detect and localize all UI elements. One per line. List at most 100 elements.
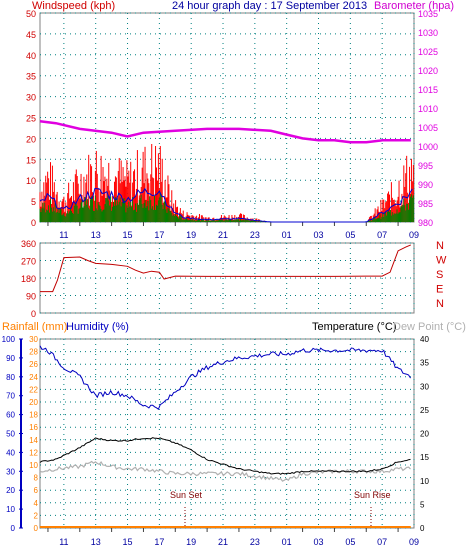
direction-tick-label: 90 bbox=[26, 292, 36, 302]
compass-label: S bbox=[436, 269, 443, 281]
x-tick-label: 11 bbox=[59, 230, 68, 240]
x-tick-label: 05 bbox=[345, 230, 355, 240]
rainfall-tick-label: 28 bbox=[29, 348, 38, 357]
x-tick-label: 01 bbox=[282, 230, 292, 240]
windspeed-tick-label: 50 bbox=[26, 9, 36, 19]
windspeed-tick-label: 0 bbox=[31, 218, 36, 228]
barometer-tick-label: 985 bbox=[418, 199, 433, 209]
x-tick-label: 03 bbox=[314, 230, 324, 240]
windspeed-axis-title: Windspeed (kph) bbox=[32, 0, 115, 12]
humidity-line bbox=[39, 345, 411, 410]
compass-label: N bbox=[436, 298, 444, 310]
rainfall-tick-label: 2 bbox=[34, 511, 39, 520]
temperature-line bbox=[39, 437, 411, 475]
rainfall-axis-title: Rainfall (mm) bbox=[2, 321, 67, 333]
lower-x-tick-label: 05 bbox=[345, 537, 355, 547]
barometer-tick-label: 1025 bbox=[418, 47, 438, 57]
humidity-tick-label: 20 bbox=[6, 486, 15, 495]
axis-layer: 0510152025303540455098098599099510001005… bbox=[2, 9, 447, 547]
direction-tick-label: 0 bbox=[31, 309, 36, 319]
rainfall-tick-label: 12 bbox=[29, 448, 38, 457]
windspeed-tick-label: 30 bbox=[26, 93, 36, 103]
temperature-tick-label: 25 bbox=[420, 406, 429, 415]
x-tick-label: 19 bbox=[186, 230, 196, 240]
windspeed-tick-label: 40 bbox=[26, 51, 36, 61]
rainfall-tick-label: 16 bbox=[29, 423, 38, 432]
x-tick-label: 23 bbox=[250, 230, 260, 240]
temperature-tick-label: 35 bbox=[420, 359, 429, 368]
humidity-tick-label: 100 bbox=[2, 335, 16, 344]
rainfall-tick-label: 4 bbox=[34, 499, 39, 508]
humidity-tick-label: 30 bbox=[6, 467, 15, 476]
lower-x-tick-label: 03 bbox=[314, 537, 324, 547]
humidity-tick-label: 50 bbox=[6, 430, 15, 439]
direction-tick-label: 360 bbox=[21, 239, 36, 249]
temperature-tick-label: 40 bbox=[420, 335, 429, 344]
rainfall-tick-label: 14 bbox=[29, 436, 38, 445]
lower-x-tick-label: 13 bbox=[91, 537, 101, 547]
humidity-tick-label: 80 bbox=[6, 373, 15, 382]
x-tick-label: 15 bbox=[123, 230, 133, 240]
humidity-tick-label: 40 bbox=[6, 448, 15, 457]
barometer-tick-label: 1010 bbox=[418, 104, 438, 114]
dewpoint-line bbox=[39, 460, 411, 482]
barometer-tick-label: 1030 bbox=[418, 28, 438, 38]
direction-tick-label: 270 bbox=[21, 257, 36, 267]
lower-x-tick-label: 07 bbox=[377, 537, 387, 547]
dewpoint-axis-title: Dew Point (°C) bbox=[393, 321, 466, 333]
barometer-tick-label: 1020 bbox=[418, 66, 438, 76]
rainfall-tick-label: 8 bbox=[34, 474, 39, 483]
humidity-axis-title: Humidity (%) bbox=[66, 321, 129, 333]
compass-label: E bbox=[436, 284, 443, 296]
temperature-tick-label: 15 bbox=[420, 453, 429, 462]
chart-title: 24 hour graph day : 17 September 2013 bbox=[172, 0, 367, 12]
lower-x-tick-label: 23 bbox=[250, 537, 260, 547]
sunrise-label: Sun Rise bbox=[354, 490, 391, 500]
rainfall-tick-label: 20 bbox=[29, 398, 38, 407]
wind-average-line bbox=[39, 187, 413, 223]
barometer-line bbox=[39, 120, 411, 144]
x-tick-label: 17 bbox=[154, 230, 164, 240]
rainfall-tick-label: 10 bbox=[29, 461, 38, 470]
humidity-tick-label: 70 bbox=[6, 392, 15, 401]
windspeed-tick-label: 15 bbox=[26, 155, 36, 165]
rainfall-tick-label: 18 bbox=[29, 411, 38, 420]
lower-x-tick-label: 19 bbox=[186, 537, 196, 547]
humidity-tick-label: 0 bbox=[11, 524, 16, 533]
x-tick-label: 09 bbox=[409, 230, 419, 240]
x-tick-label: 13 bbox=[91, 230, 101, 240]
wind-direction-line bbox=[40, 244, 411, 293]
barometer-tick-label: 1005 bbox=[418, 123, 438, 133]
barometer-tick-label: 995 bbox=[418, 161, 433, 171]
barometer-tick-label: 980 bbox=[418, 218, 433, 228]
lower-x-tick-label: 11 bbox=[59, 537, 68, 547]
grid-layer bbox=[40, 12, 415, 529]
rainfall-tick-label: 22 bbox=[29, 385, 38, 394]
lower-x-tick-label: 01 bbox=[282, 537, 292, 547]
humidity-tick-label: 10 bbox=[6, 505, 15, 514]
temperature-tick-label: 20 bbox=[420, 430, 429, 439]
rainfall-tick-label: 6 bbox=[34, 486, 39, 495]
temperature-axis-title: Temperature (°C) bbox=[312, 321, 396, 333]
barometer-axis-title: Barometer (hpa) bbox=[374, 0, 454, 12]
temperature-tick-label: 10 bbox=[420, 477, 429, 486]
temperature-tick-label: 0 bbox=[420, 524, 425, 533]
rainfall-tick-label: 24 bbox=[29, 373, 38, 382]
sunset-label: Sun Set bbox=[170, 490, 203, 500]
temperature-tick-label: 5 bbox=[420, 500, 425, 509]
rainfall-tick-label: 0 bbox=[34, 524, 39, 533]
barometer-tick-label: 1015 bbox=[418, 85, 438, 95]
windspeed-tick-label: 25 bbox=[26, 114, 36, 124]
rainfall-tick-label: 26 bbox=[29, 360, 38, 369]
windspeed-tick-label: 10 bbox=[26, 176, 36, 186]
windspeed-tick-label: 45 bbox=[26, 30, 36, 40]
x-tick-label: 07 bbox=[377, 230, 387, 240]
lower-x-tick-label: 17 bbox=[154, 537, 164, 547]
lower-x-tick-label: 15 bbox=[123, 537, 133, 547]
windspeed-tick-label: 35 bbox=[26, 72, 36, 82]
barometer-tick-label: 1035 bbox=[418, 9, 438, 19]
humidity-tick-label: 60 bbox=[6, 411, 15, 420]
series-layer bbox=[39, 120, 414, 528]
rainfall-tick-label: 30 bbox=[29, 335, 38, 344]
